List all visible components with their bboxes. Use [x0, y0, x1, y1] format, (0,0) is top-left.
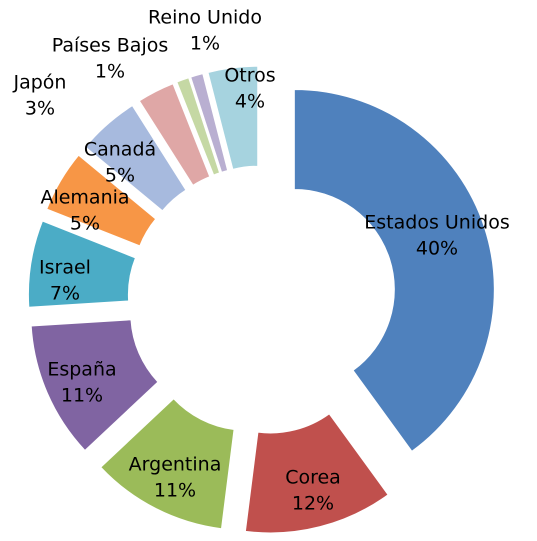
slice-value: 4% [235, 91, 265, 113]
slice-label: Argentina [129, 454, 222, 476]
slice-value: 11% [61, 385, 103, 407]
slice-label: Israel [39, 257, 91, 279]
donut-slice [27, 220, 137, 308]
slice-value: 7% [50, 283, 80, 305]
slice-label: Corea [285, 467, 341, 489]
donut-slice [138, 83, 211, 186]
donut-slice [293, 88, 495, 452]
slice-label: Reino Unido [148, 7, 262, 29]
slice-value: 12% [292, 493, 334, 515]
slice-value: 5% [70, 213, 100, 235]
slice-value: 40% [416, 238, 458, 260]
donut-slice [207, 65, 259, 171]
slice-label: Japón [13, 72, 67, 94]
slice-label: Canadá [84, 139, 156, 161]
slice-label: Otros [224, 65, 275, 87]
slice-value: 1% [95, 61, 125, 83]
slice-label: Alemania [40, 187, 129, 209]
donut-slice [100, 398, 235, 530]
donut-slice [190, 73, 229, 173]
donut-slice [46, 154, 157, 247]
donut-slice [30, 319, 159, 452]
donut-slice [84, 104, 187, 212]
slice-value: 11% [154, 480, 196, 502]
donut-slice [244, 413, 389, 534]
slice-value: 1% [190, 33, 220, 55]
slice-label: Países Bajos [52, 35, 169, 57]
donut-slice [176, 77, 221, 176]
slice-value: 5% [105, 165, 135, 187]
slice-label: Estados Unidos [364, 212, 509, 234]
slice-value: 3% [25, 98, 55, 120]
slice-label: España [47, 359, 116, 381]
